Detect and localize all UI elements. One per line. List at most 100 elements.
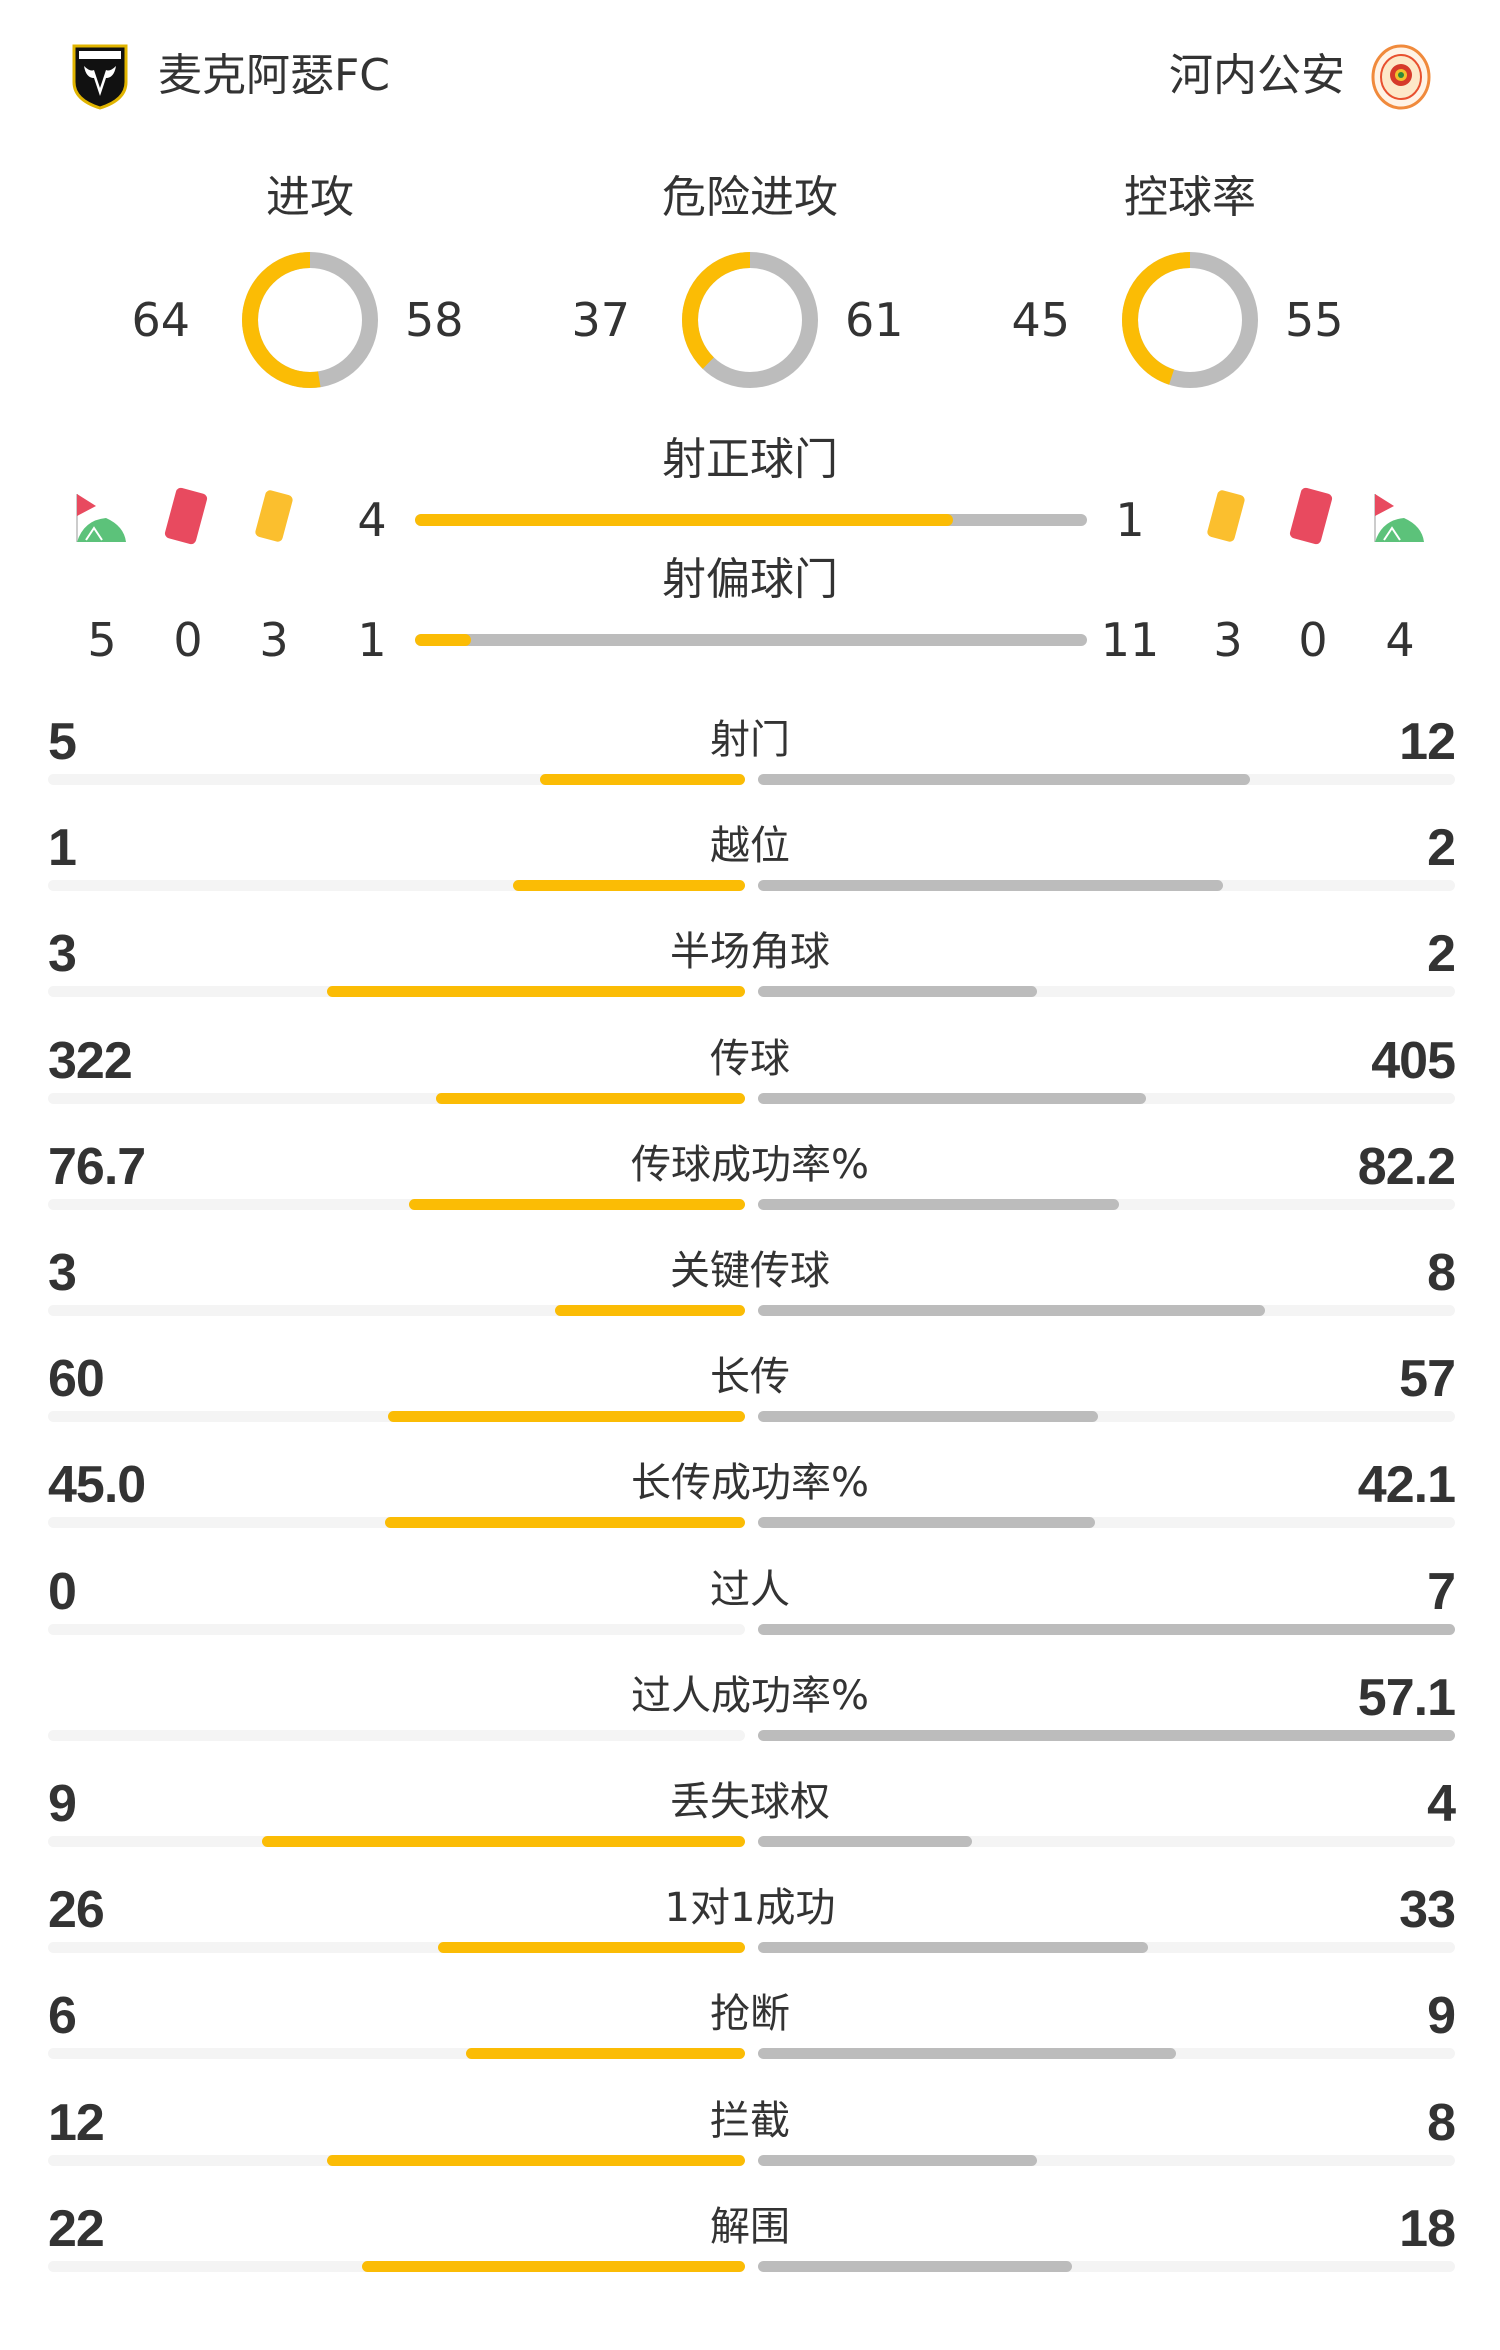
stat-row: 0 过人 7 [0,1562,1500,1668]
stat-row: 45.0 长传成功率% 42.1 [0,1455,1500,1561]
red-card-icon [1285,484,1341,554]
stat-away-bar [758,1836,973,1847]
stat-home-value: 3 [48,1244,77,1302]
stat-away-bar [758,2048,1177,2060]
donut-home-arc [682,252,818,388]
stat-home-value: 322 [48,1031,133,1090]
yellow-card-icon [248,484,304,554]
donut-title: 控球率 [1124,172,1256,223]
donut-home-arc [242,252,378,388]
stat-away-bar [758,1623,1455,1635]
donut-home-value: 45 [1011,293,1070,347]
stat-row: 3 关键传球 8 [0,1243,1500,1349]
stat-away-track [758,2260,1455,2272]
stat-home-bar [361,2260,745,2272]
shots-off-target-away: 11 [1100,613,1160,667]
stat-home-bar [540,774,745,785]
stat-label: 丢失球权 [670,1779,830,1825]
stat-home-value: 5 [48,713,77,771]
stat-home-bar [384,1517,745,1529]
donut-title: 危险进攻 [662,172,838,223]
stat-label: 传球成功率% [630,1141,869,1188]
donut-away-value: 61 [845,293,904,347]
away-corners-count: 4 [1385,613,1415,667]
stat-label: 长传 [710,1354,790,1401]
stat-home-bar [554,1305,745,1316]
stat-home-track [48,2260,745,2272]
stat-home-track [48,1942,745,1954]
home-team-logo [70,42,130,110]
stat-home-value: 76.7 [48,1137,146,1196]
stat-away-bar [758,1305,1265,1316]
donut-away-value: 58 [405,293,464,347]
stat-home-value: 45.0 [48,1456,146,1515]
shots-on-target-bar [415,514,1087,526]
shots-off-target-label: 射偏球门 [662,554,838,605]
stat-home-value: 3 [48,925,77,984]
stat-away-track [758,1411,1455,1423]
stat-away-bar [758,1198,1119,1210]
stat-label: 传球 [710,1035,790,1082]
stat-row: 12 拦截 8 [0,2093,1500,2199]
stat-away-value: 8 [1427,2093,1456,2152]
stat-home-bar [326,2154,745,2166]
stat-away-value: 12 [1399,713,1456,771]
stat-away-bar [758,1411,1098,1423]
stat-label: 射门 [710,717,790,763]
stat-away-value: 7 [1427,1562,1456,1621]
stat-away-track [758,2048,1455,2060]
stat-label: 解围 [710,2203,790,2250]
away-team-name[interactable]: 河内公安 [1169,50,1345,101]
shots-on-target-label: 射正球门 [662,434,838,485]
shots-off-target-home-fill [415,634,471,646]
stat-row: 60 长传 57 [0,1349,1500,1455]
stat-away-track [758,2154,1455,2166]
stat-home-track [48,1517,745,1529]
stat-away-track [758,774,1455,785]
donut-chart [682,252,818,388]
stat-away-value: 82.2 [1357,1137,1456,1196]
stat-away-bar [758,1092,1147,1104]
stat-label: 长传成功率% [630,1460,869,1507]
stat-home-bar [262,1836,745,1847]
stat-home-track [48,2154,745,2166]
corner-flag-icon [1372,492,1426,548]
donut-title: 进攻 [266,172,354,223]
home-corners-count: 5 [87,613,117,667]
away-team-logo [1370,44,1432,110]
shots-off-target-home: 1 [357,613,387,667]
stat-away-track [758,1836,1455,1847]
stat-row: 1 越位 2 [0,818,1500,924]
stat-home-bar [326,986,745,998]
shots-on-target-away: 1 [1115,493,1145,547]
stat-home-track [48,1092,745,1104]
shots-on-target-home: 4 [357,493,387,547]
stat-home-bar [387,1411,745,1423]
stat-away-track [758,1305,1455,1316]
stat-away-track [758,1623,1455,1635]
corner-flag-icon [74,492,128,548]
stat-home-value: 1 [48,819,77,878]
stat-home-track [48,1198,745,1210]
stat-home-bar [436,1092,745,1104]
red-card-icon [160,484,216,554]
stat-row: 3 半场角球 2 [0,924,1500,1030]
stat-home-track [48,1836,745,1847]
shots-on-target-home-fill [415,514,953,526]
stat-home-track [48,1411,745,1423]
stat-away-track [758,880,1455,892]
stat-home-bar [437,1942,745,1954]
stat-home-bar [408,1198,745,1210]
stat-away-value: 4 [1427,1775,1456,1833]
away-red-cards-count: 0 [1298,613,1328,667]
stat-label: 1对1成功 [664,1885,836,1932]
home-team-name[interactable]: 麦克阿瑟FC [158,50,391,101]
stat-away-bar [758,986,1037,998]
stat-away-track [758,1942,1455,1954]
donut-home-value: 64 [131,293,190,347]
stat-label: 抢断 [710,1991,790,2038]
stat-home-bar [466,2048,745,2060]
stat-away-track [758,1517,1455,1529]
stat-home-value: 60 [48,1350,105,1409]
stat-home-value: 12 [48,2093,105,2152]
